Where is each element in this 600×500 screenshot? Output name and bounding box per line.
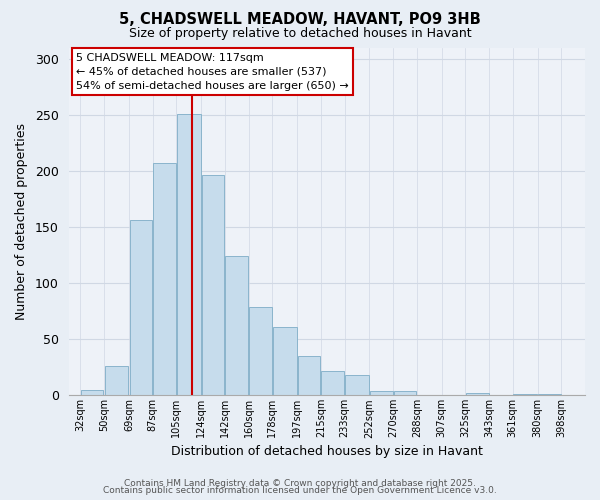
Bar — [466, 393, 488, 396]
Bar — [177, 114, 201, 396]
Bar — [322, 370, 344, 396]
Bar — [273, 327, 296, 396]
Bar — [394, 391, 416, 396]
Bar — [538, 394, 561, 396]
Bar — [104, 366, 128, 396]
Bar — [298, 356, 320, 396]
Text: 5 CHADSWELL MEADOW: 117sqm
← 45% of detached houses are smaller (537)
54% of sem: 5 CHADSWELL MEADOW: 117sqm ← 45% of deta… — [76, 52, 349, 90]
Bar — [345, 375, 369, 396]
Bar — [370, 391, 392, 396]
Bar — [226, 256, 248, 396]
Bar — [249, 306, 272, 396]
Text: 5, CHADSWELL MEADOW, HAVANT, PO9 3HB: 5, CHADSWELL MEADOW, HAVANT, PO9 3HB — [119, 12, 481, 28]
Bar — [130, 220, 152, 396]
Bar — [513, 394, 537, 396]
Bar — [202, 176, 224, 396]
Bar — [81, 390, 103, 396]
Bar — [153, 163, 176, 396]
X-axis label: Distribution of detached houses by size in Havant: Distribution of detached houses by size … — [171, 444, 483, 458]
Text: Contains public sector information licensed under the Open Government Licence v3: Contains public sector information licen… — [103, 486, 497, 495]
Text: Size of property relative to detached houses in Havant: Size of property relative to detached ho… — [128, 28, 472, 40]
Text: Contains HM Land Registry data © Crown copyright and database right 2025.: Contains HM Land Registry data © Crown c… — [124, 478, 476, 488]
Y-axis label: Number of detached properties: Number of detached properties — [15, 123, 28, 320]
